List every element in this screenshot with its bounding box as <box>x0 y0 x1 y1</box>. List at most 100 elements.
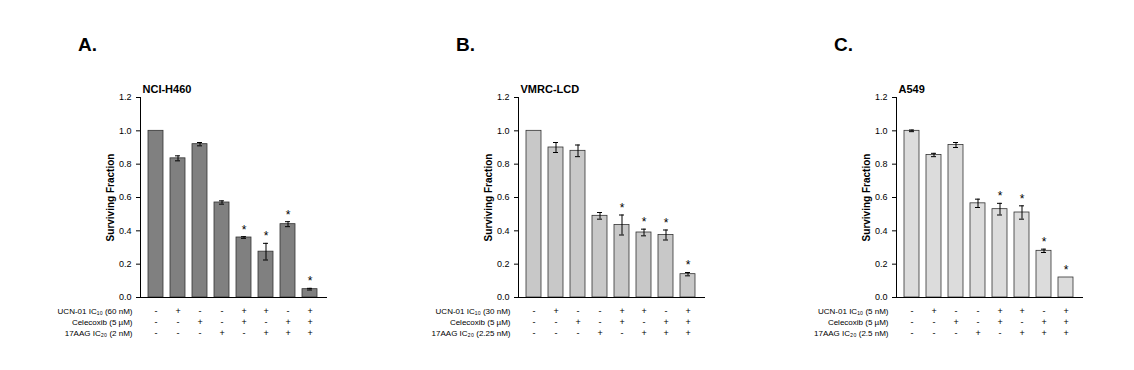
svg-text:Surviving Fraction: Surviving Fraction <box>483 154 494 242</box>
svg-text:+: + <box>307 328 312 338</box>
svg-text:*: * <box>308 274 313 288</box>
svg-text:-: - <box>599 317 602 327</box>
svg-text:-: - <box>555 328 558 338</box>
svg-text:UCN-01 IC₁₀ (30 nM): UCN-01 IC₁₀ (30 nM) <box>436 307 511 316</box>
svg-text:-: - <box>221 306 224 316</box>
svg-text:+: + <box>931 306 936 316</box>
svg-text:UCN-01 IC₁₀ (60 nM): UCN-01 IC₁₀ (60 nM) <box>58 307 133 316</box>
svg-text:*: * <box>620 201 625 215</box>
svg-text:-: - <box>1021 317 1024 327</box>
svg-text:+: + <box>219 328 224 338</box>
svg-text:0.2: 0.2 <box>119 259 132 269</box>
svg-text:+: + <box>241 306 246 316</box>
svg-text:-: - <box>199 328 202 338</box>
svg-text:17AAG IC₂₀ (2.25 nM): 17AAG IC₂₀ (2.25 nM) <box>432 329 511 338</box>
svg-text:0.4: 0.4 <box>119 226 132 236</box>
svg-text:*: * <box>242 223 247 237</box>
svg-text:+: + <box>285 317 290 327</box>
svg-text:*: * <box>642 215 647 229</box>
svg-text:1.0: 1.0 <box>875 126 888 136</box>
svg-text:-: - <box>955 306 958 316</box>
svg-text:+: + <box>1063 317 1068 327</box>
svg-text:+: + <box>975 328 980 338</box>
svg-text:+: + <box>575 317 580 327</box>
svg-text:Celecoxib (5 µM): Celecoxib (5 µM) <box>450 318 511 327</box>
svg-text:-: - <box>221 317 224 327</box>
svg-text:A549: A549 <box>899 83 925 95</box>
svg-text:0.0: 0.0 <box>119 292 132 302</box>
svg-text:-: - <box>1043 306 1046 316</box>
svg-text:0.0: 0.0 <box>875 292 888 302</box>
svg-text:-: - <box>933 328 936 338</box>
svg-text:+: + <box>1041 328 1046 338</box>
svg-text:-: - <box>177 317 180 327</box>
svg-text:-: - <box>599 306 602 316</box>
svg-text:Surviving Fraction: Surviving Fraction <box>861 154 872 242</box>
svg-text:-: - <box>577 306 580 316</box>
svg-text:*: * <box>686 258 691 272</box>
svg-text:0.8: 0.8 <box>119 159 132 169</box>
svg-text:*: * <box>286 208 291 222</box>
svg-text:17AAG IC₂₀ (2 nM): 17AAG IC₂₀ (2 nM) <box>65 329 133 338</box>
svg-text:0.8: 0.8 <box>875 159 888 169</box>
svg-text:+: + <box>619 306 624 316</box>
svg-text:-: - <box>177 328 180 338</box>
svg-text:-: - <box>933 317 936 327</box>
svg-text:+: + <box>597 328 602 338</box>
svg-text:-: - <box>911 317 914 327</box>
svg-text:*: * <box>1064 263 1069 277</box>
svg-text:+: + <box>263 306 268 316</box>
svg-text:+: + <box>263 328 268 338</box>
svg-text:+: + <box>553 306 558 316</box>
svg-text:Surviving Fraction: Surviving Fraction <box>105 154 116 242</box>
svg-text:*: * <box>1042 235 1047 249</box>
svg-text:-: - <box>155 317 158 327</box>
svg-text:NCI-H460: NCI-H460 <box>143 83 192 95</box>
svg-text:-: - <box>243 328 246 338</box>
svg-text:Celecoxib (5 µM): Celecoxib (5 µM) <box>72 318 133 327</box>
svg-text:0.4: 0.4 <box>497 226 510 236</box>
svg-text:+: + <box>1019 306 1024 316</box>
svg-text:-: - <box>555 317 558 327</box>
svg-text:0.6: 0.6 <box>119 192 132 202</box>
svg-text:+: + <box>307 317 312 327</box>
svg-text:-: - <box>155 306 158 316</box>
svg-text:-: - <box>643 317 646 327</box>
svg-text:+: + <box>619 317 624 327</box>
svg-text:+: + <box>997 317 1002 327</box>
svg-text:0.2: 0.2 <box>497 259 510 269</box>
svg-text:-: - <box>621 328 624 338</box>
svg-text:-: - <box>265 317 268 327</box>
svg-text:VMRC-LCD: VMRC-LCD <box>521 83 580 95</box>
svg-text:0.2: 0.2 <box>875 259 888 269</box>
svg-text:0.4: 0.4 <box>875 226 888 236</box>
svg-text:Celecoxib (5 µM): Celecoxib (5 µM) <box>828 318 889 327</box>
svg-text:*: * <box>1020 192 1025 206</box>
svg-text:*: * <box>998 189 1003 203</box>
svg-text:17AAG IC₂₀ (2.5 nM): 17AAG IC₂₀ (2.5 nM) <box>814 329 889 338</box>
svg-text:+: + <box>197 317 202 327</box>
svg-text:-: - <box>955 328 958 338</box>
svg-text:-: - <box>911 328 914 338</box>
svg-text:+: + <box>685 328 690 338</box>
svg-text:1.0: 1.0 <box>119 126 132 136</box>
svg-text:+: + <box>663 317 668 327</box>
svg-text:-: - <box>533 328 536 338</box>
svg-text:0.6: 0.6 <box>497 192 510 202</box>
svg-text:0.6: 0.6 <box>875 192 888 202</box>
svg-text:1.2: 1.2 <box>119 92 132 102</box>
svg-text:+: + <box>175 306 180 316</box>
svg-text:-: - <box>577 328 580 338</box>
svg-text:+: + <box>1019 328 1024 338</box>
svg-text:UCN-01 IC₁₀ (5 nM): UCN-01 IC₁₀ (5 nM) <box>818 307 889 316</box>
svg-text:*: * <box>264 229 269 243</box>
svg-text:0.8: 0.8 <box>497 159 510 169</box>
svg-text:+: + <box>685 317 690 327</box>
svg-text:-: - <box>977 306 980 316</box>
svg-text:-: - <box>533 306 536 316</box>
svg-text:+: + <box>307 306 312 316</box>
svg-text:+: + <box>953 317 958 327</box>
svg-text:+: + <box>1063 306 1068 316</box>
svg-text:-: - <box>999 328 1002 338</box>
svg-text:+: + <box>285 328 290 338</box>
